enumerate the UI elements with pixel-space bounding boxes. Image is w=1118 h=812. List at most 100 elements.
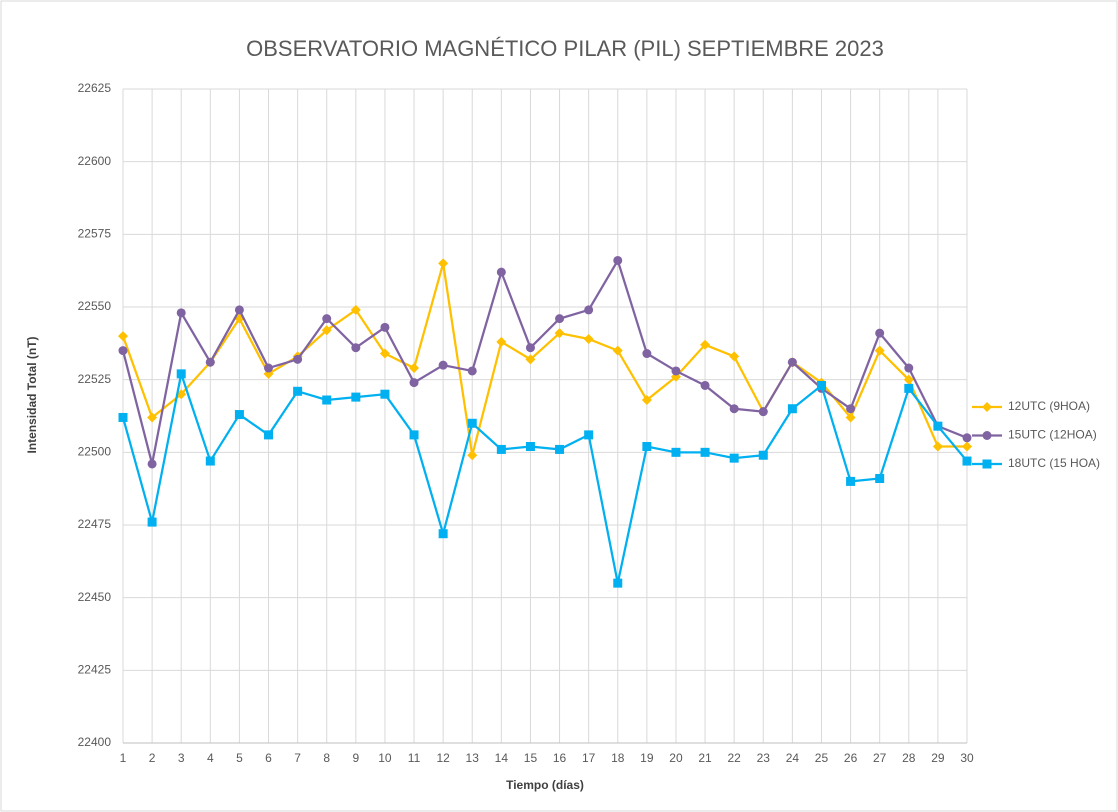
data-point <box>700 339 711 350</box>
data-point <box>612 345 623 356</box>
data-point <box>147 517 157 527</box>
y-axis-title: Intensidad Total (nT) <box>25 336 39 453</box>
x-tick-label: 18 <box>611 751 625 765</box>
data-point <box>264 430 274 440</box>
x-tick-label: 2 <box>149 751 156 765</box>
data-point <box>147 459 157 469</box>
data-point <box>904 383 914 393</box>
data-point <box>496 267 506 277</box>
y-tick-label: 22625 <box>78 81 112 95</box>
x-tick-label: 7 <box>294 751 301 765</box>
y-tick-label: 22475 <box>78 517 112 531</box>
data-point <box>379 348 390 359</box>
data-point <box>641 395 652 406</box>
data-point <box>322 395 332 405</box>
y-tick-label: 22500 <box>78 445 112 459</box>
y-tick-label: 22400 <box>78 735 112 749</box>
x-tick-label: 24 <box>786 751 800 765</box>
series-line <box>121 257 968 465</box>
data-point <box>787 404 797 414</box>
data-point <box>176 369 186 379</box>
x-tick-label: 13 <box>466 751 480 765</box>
data-point <box>846 404 856 414</box>
data-point <box>729 453 739 463</box>
data-point <box>380 389 390 399</box>
data-point <box>787 357 797 367</box>
y-tick-label: 22425 <box>78 663 112 677</box>
x-tick-label: 4 <box>207 751 214 765</box>
legend-marker <box>982 459 992 469</box>
x-tick-label: 12 <box>436 751 450 765</box>
data-point <box>671 366 681 376</box>
data-point <box>584 305 594 315</box>
y-tick-label: 22600 <box>78 154 112 168</box>
data-point <box>554 328 565 339</box>
data-point <box>380 322 390 332</box>
data-point <box>845 412 856 423</box>
data-point <box>467 366 477 376</box>
data-point <box>642 349 652 359</box>
data-point <box>962 441 972 452</box>
x-tick-label: 9 <box>352 751 359 765</box>
y-tick-label: 22550 <box>78 299 112 313</box>
x-tick-label: 21 <box>698 751 712 765</box>
data-point <box>729 404 739 414</box>
x-tick-label: 8 <box>323 751 330 765</box>
data-point <box>234 410 244 420</box>
x-tick-label: 16 <box>553 751 567 765</box>
legend-label: 12UTC (9HOA) <box>1008 399 1090 413</box>
x-tick-label: 14 <box>495 751 509 765</box>
data-point <box>467 450 478 461</box>
data-point <box>875 473 885 483</box>
x-tick-label: 15 <box>524 751 538 765</box>
data-point <box>118 412 128 422</box>
data-point <box>118 346 128 356</box>
data-point <box>496 444 506 454</box>
data-point <box>555 444 565 454</box>
x-tick-label: 28 <box>902 751 916 765</box>
data-point <box>758 450 768 460</box>
y-tick-label: 22575 <box>78 227 112 241</box>
data-point <box>234 305 244 315</box>
data-point <box>467 418 477 428</box>
series-line <box>121 263 967 456</box>
x-tick-label: 29 <box>931 751 945 765</box>
data-point <box>351 343 361 353</box>
data-point <box>700 447 710 457</box>
data-point <box>176 308 186 318</box>
data-point <box>874 345 885 356</box>
data-point <box>700 380 710 390</box>
data-point <box>438 529 448 539</box>
data-point <box>903 374 914 385</box>
data-point <box>758 407 768 417</box>
data-point <box>350 304 361 315</box>
data-point <box>525 354 536 365</box>
data-point <box>642 442 652 452</box>
data-point <box>525 343 535 353</box>
data-point <box>962 456 972 466</box>
legend-marker <box>982 431 992 440</box>
x-tick-label: 26 <box>844 751 858 765</box>
x-tick-label: 5 <box>236 751 243 765</box>
data-point <box>525 442 535 452</box>
data-point <box>409 363 420 374</box>
data-point <box>205 456 215 466</box>
data-point <box>583 333 594 344</box>
data-point <box>671 447 681 457</box>
y-tick-label: 22525 <box>78 372 112 386</box>
legend-label: 15UTC (12HOA) <box>1008 428 1097 442</box>
x-tick-label: 19 <box>640 751 654 765</box>
data-point <box>118 331 128 342</box>
data-point <box>816 380 826 390</box>
data-point <box>409 430 419 440</box>
data-point <box>875 328 885 338</box>
data-point <box>904 363 914 373</box>
x-tick-label: 22 <box>727 751 741 765</box>
data-point <box>438 258 449 269</box>
x-tick-label: 17 <box>582 751 596 765</box>
data-point <box>409 378 419 388</box>
data-point <box>846 476 856 486</box>
data-point <box>962 433 972 443</box>
data-point <box>613 255 623 265</box>
